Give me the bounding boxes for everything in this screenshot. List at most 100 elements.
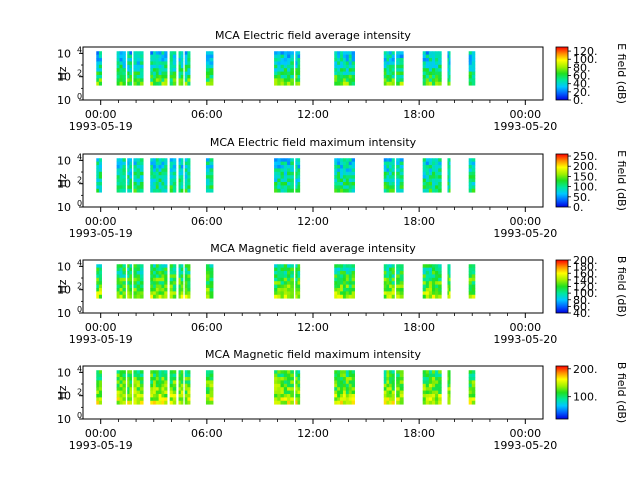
- colorbar-tick-label: 100.: [573, 181, 598, 194]
- spectrogram-segment: [205, 158, 214, 193]
- y-axis-label: Hz: [56, 279, 69, 293]
- x-tick-label: 12:00: [297, 108, 329, 121]
- y-tick-exponent: 4: [77, 364, 82, 373]
- y-tick-exponent: 0: [77, 305, 82, 314]
- spectrogram-segment: [116, 264, 126, 299]
- spectrogram-segment: [96, 51, 102, 86]
- colorbar-tick-label: 0.: [573, 201, 584, 214]
- spectrogram-segment: [468, 158, 476, 193]
- colorbar-tick-label: 0.: [573, 94, 584, 107]
- colorbar-tick-label: 100.: [573, 391, 598, 404]
- spectrogram-segment: [150, 51, 168, 86]
- spectrogram-segment: [274, 370, 294, 405]
- spectrogram-segment: [150, 158, 168, 193]
- colorbar-tick-label: 180.: [573, 261, 598, 274]
- x-date-label: 1993-05-19: [69, 333, 133, 346]
- y-tick-exponent: 0: [77, 92, 82, 101]
- y-axis-label: Hz: [56, 66, 69, 80]
- spectrogram-segment: [468, 264, 476, 299]
- spectrogram-segment: [178, 51, 184, 86]
- x-date-label: 1993-05-20: [493, 333, 557, 346]
- colorbar: [555, 153, 569, 208]
- colorbar-label: E field (dB): [615, 43, 628, 104]
- spectrogram-segment: [133, 51, 144, 86]
- y-tick-label: 10: [57, 284, 71, 297]
- panel-3: MCA Magnetic field average intensityHz10…: [56, 242, 628, 346]
- colorbar-tick-label: 60.: [573, 300, 591, 313]
- y-tick-exponent: 2: [77, 282, 82, 291]
- spectrogram-segment: [178, 264, 184, 299]
- y-tick-label: 10: [57, 366, 71, 379]
- y-axis-label: Hz: [56, 385, 69, 399]
- spectrogram-segment: [422, 158, 442, 193]
- y-tick-label: 10: [57, 47, 71, 60]
- panel-title: MCA Electric field maximum intensity: [210, 136, 417, 149]
- spectrogram-segment: [96, 158, 102, 193]
- y-tick-label: 10: [57, 307, 71, 320]
- x-tick-label: 12:00: [297, 321, 329, 334]
- spectrogram-segment: [169, 370, 177, 405]
- spectrogram-segment: [447, 51, 451, 86]
- y-axis-label: Hz: [56, 173, 69, 187]
- x-date-label: 1993-05-20: [493, 120, 557, 133]
- x-tick-label: 00:00: [85, 321, 117, 334]
- colorbar-tick-label: 200.: [573, 363, 598, 376]
- spectrogram-segment: [178, 370, 184, 405]
- x-tick-label: 12:00: [297, 215, 329, 228]
- spectrogram-segment: [150, 264, 168, 299]
- colorbar-tick-label: 50.: [573, 191, 591, 204]
- spectrogram-segment: [334, 158, 355, 193]
- y-tick-label: 10: [57, 390, 71, 403]
- y-tick-exponent: 2: [77, 176, 82, 185]
- spectrogram-segment: [383, 158, 395, 193]
- spectrogram-segment: [396, 370, 404, 405]
- spectrogram-segment: [274, 158, 294, 193]
- spectrogram-segment: [383, 370, 395, 405]
- x-tick-label: 00:00: [85, 215, 117, 228]
- y-tick-label: 10: [57, 178, 71, 191]
- spectrogram-segment: [184, 264, 191, 299]
- x-tick-label: 18:00: [403, 215, 435, 228]
- spectrogram-segment: [422, 51, 442, 86]
- spectrogram-segment: [127, 264, 133, 299]
- colorbar-tick-label: 20.: [573, 86, 591, 99]
- spectrogram-segment: [150, 370, 168, 405]
- y-tick-label: 10: [57, 413, 71, 426]
- spectrogram-segment: [295, 51, 301, 86]
- y-tick-exponent: 4: [77, 152, 82, 161]
- y-tick-exponent: 2: [77, 69, 82, 78]
- colorbar: [555, 46, 569, 101]
- spectrogram-segment: [334, 264, 355, 299]
- spectrogram-segment: [396, 264, 404, 299]
- x-tick-label: 18:00: [403, 321, 435, 334]
- y-tick-label: 10: [57, 154, 71, 167]
- x-tick-label: 00:00: [509, 108, 541, 121]
- spectrogram-segment: [205, 370, 214, 405]
- x-date-label: 1993-05-19: [69, 227, 133, 240]
- y-tick-exponent: 4: [77, 45, 82, 54]
- x-tick-label: 18:00: [403, 108, 435, 121]
- spectrogram-segment: [205, 51, 214, 86]
- spectrogram-segment: [169, 158, 177, 193]
- colorbar-label: B field (dB): [615, 362, 628, 423]
- panel-title: MCA Magnetic field average intensity: [210, 242, 416, 255]
- spectrogram-segment: [127, 158, 133, 193]
- spectrogram-segment: [133, 370, 144, 405]
- spectrogram-segment: [184, 370, 191, 405]
- colorbar-tick-label: 80.: [573, 61, 591, 74]
- colorbar-tick-label: 40.: [573, 307, 591, 320]
- spectrogram-segment: [295, 370, 301, 405]
- x-tick-label: 00:00: [509, 427, 541, 440]
- y-tick-label: 10: [57, 94, 71, 107]
- colorbar-tick-label: 160.: [573, 267, 598, 280]
- spectrogram-segment: [274, 51, 294, 86]
- spectrogram-segment: [127, 370, 133, 405]
- spectrogram-segment: [422, 264, 442, 299]
- spectrogram-segment: [295, 158, 301, 193]
- spectrogram-segment: [205, 264, 214, 299]
- spectrogram-segment: [396, 158, 404, 193]
- colorbar-tick-label: 100.: [573, 53, 598, 66]
- spectrogram-segment: [169, 264, 177, 299]
- spectrogram-segment: [169, 51, 177, 86]
- spectrogram-segment: [274, 264, 294, 299]
